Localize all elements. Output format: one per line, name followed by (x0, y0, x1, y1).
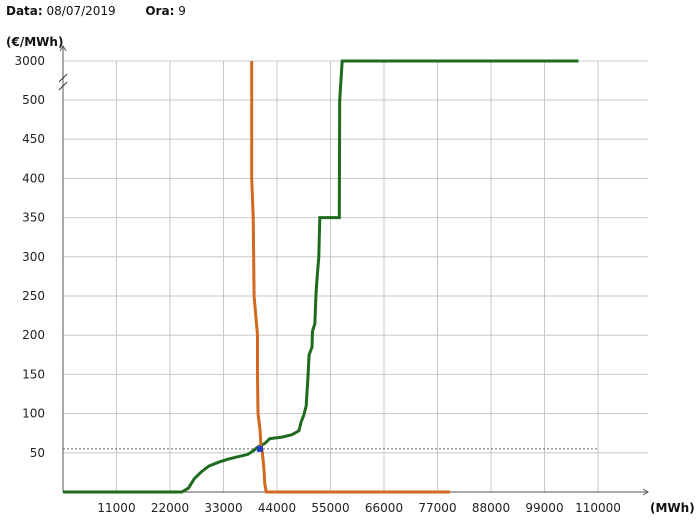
supply-curve (63, 59, 579, 494)
y-tick-label: 200 (22, 328, 45, 342)
y-tick-label: 400 (22, 171, 45, 185)
x-tick-label: 44000 (258, 501, 296, 515)
x-axis-label: (MWh) (650, 501, 695, 515)
date-value: 08/07/2019 (46, 4, 116, 18)
tick-labels: 50 100 150 200 250 300 350 400 450 500 3000 11000 22… (14, 54, 620, 515)
y-axis-label: (€/MWh) (6, 35, 63, 49)
y-tick-label: 150 (22, 367, 45, 381)
y-tick-label: 100 (22, 407, 45, 421)
axis-break-mark (58, 81, 68, 91)
x-tick-label: 11000 (97, 501, 135, 515)
x-tick-label: 66000 (365, 501, 403, 515)
grid (63, 60, 648, 492)
y-tick-label: 50 (30, 446, 45, 460)
y-tick-label: 450 (22, 132, 45, 146)
y-tick-label: 350 (22, 211, 45, 225)
y-tick-label: 500 (22, 93, 45, 107)
chart-header: Data: 08/07/2019 Ora: 9 (6, 4, 186, 18)
x-axis-arrow (642, 488, 649, 496)
x-tick-label: 110000 (575, 501, 621, 515)
series (63, 59, 579, 494)
x-tick-label: 33000 (204, 501, 242, 515)
x-tick-label: 88000 (472, 501, 510, 515)
y-tick-label: 300 (22, 250, 45, 264)
x-tick-label: 22000 (151, 501, 189, 515)
demand-curve (250, 61, 451, 494)
axes (58, 45, 649, 496)
hour-label: Ora: (145, 4, 175, 18)
date-label: Data: (6, 4, 43, 18)
y-tick-label: 250 (22, 289, 45, 303)
y-tick-label: 3000 (14, 54, 45, 68)
x-tick-label: 99000 (525, 501, 563, 515)
hour-value: 9 (178, 4, 186, 18)
x-tick-label: 77000 (418, 501, 456, 515)
y-axis-arrow (59, 45, 67, 52)
intersection-marker (256, 445, 263, 452)
axis-break-mark (58, 73, 68, 83)
x-tick-label: 55000 (311, 501, 349, 515)
